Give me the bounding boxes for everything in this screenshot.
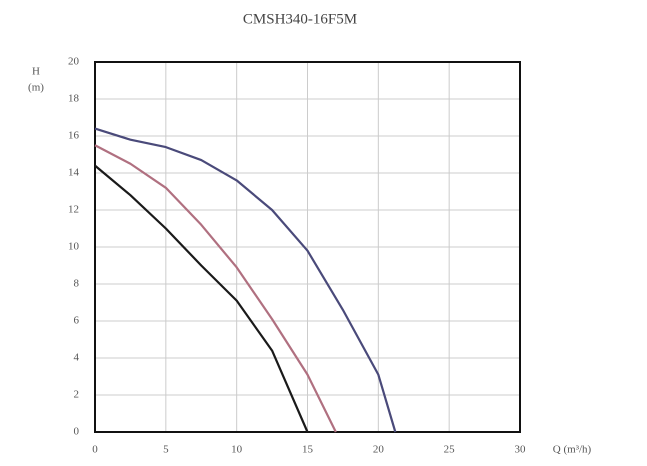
x-tick-label: 20 [373,444,385,456]
x-tick-label: 25 [444,444,456,456]
y-tick-label: 20 [68,56,80,68]
x-axis-label: Q (m³/h) [553,444,592,456]
x-tick-label: 0 [92,444,98,456]
curve [94,127,397,433]
y-tick-label: 8 [74,278,80,290]
x-tick-label: 15 [302,444,314,456]
y-tick-label: 0 [74,426,80,438]
y-tick-label: 14 [68,167,80,179]
y-tick-label: 6 [74,315,80,327]
x-tick-label: 10 [231,444,243,456]
y-tick-label: 18 [68,93,80,105]
x-tick-label: 30 [515,444,527,456]
y-tick-label: 10 [68,241,80,253]
y-axis-unit: (m) [28,82,44,94]
chart-title: CMSH340-16F5M [243,11,357,27]
y-tick-label: 12 [68,204,79,216]
x-tick-label: 5 [163,444,169,456]
curve [94,164,309,433]
curve [94,144,337,433]
y-tick-label: 16 [68,130,80,142]
y-tick-label: 2 [74,389,80,401]
y-axis-label: H [32,66,40,78]
y-tick-label: 4 [74,352,80,364]
